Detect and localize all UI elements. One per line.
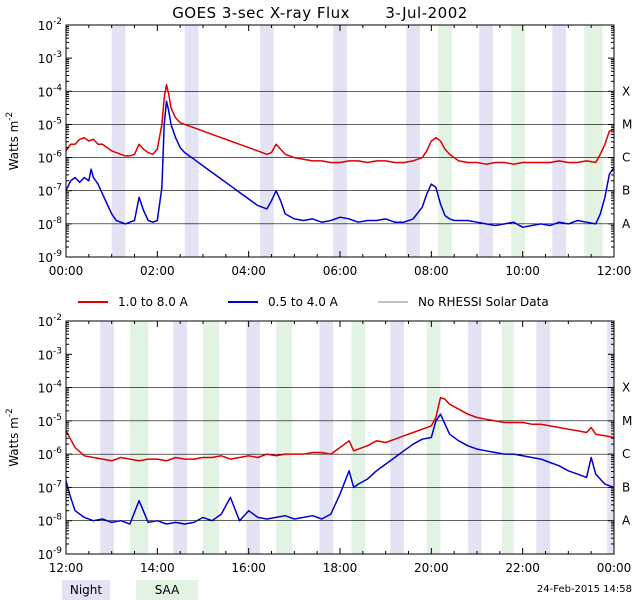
y-tick-label: 10-8 (38, 513, 63, 529)
flare-class-label: A (622, 514, 631, 528)
x-tick-label: 06:00 (323, 264, 358, 278)
saa-band (276, 321, 293, 554)
x-tick-label: 18:00 (323, 561, 358, 575)
night-band (536, 321, 551, 554)
background-legend: Night SAA (62, 580, 198, 600)
flare-class-label: B (622, 480, 630, 494)
x-tick-label: 08:00 (414, 264, 449, 278)
y-tick-label: 10-9 (38, 546, 63, 562)
legend-saa-label: SAA (155, 583, 180, 597)
legend-night-swatch (62, 580, 110, 600)
y-tick-label: 10-4 (38, 380, 63, 396)
night-band (260, 25, 274, 257)
y-tick-label: 10-2 (38, 313, 62, 329)
y-tick-label: 10-9 (38, 249, 63, 265)
legend-night-label: Night (70, 583, 103, 597)
x-tick-label: 04:00 (231, 264, 266, 278)
night-band (479, 25, 493, 257)
legend-short-label: 0.5 to 4.0 A (268, 295, 339, 309)
flare-class-label: M (622, 414, 632, 428)
saa-band (511, 25, 525, 257)
legend-saa-swatch (136, 580, 198, 600)
night-band (184, 25, 199, 257)
flare-class-label: X (622, 84, 630, 98)
x-tick-label: 12:00 (49, 561, 84, 575)
y-tick-label: 10-5 (38, 413, 62, 429)
chart-title-text: GOES 3-sec X-ray Flux (172, 4, 350, 22)
night-band (319, 321, 334, 554)
y-tick-label: 10-4 (38, 83, 63, 99)
y-tick-label: 10-3 (38, 50, 62, 66)
x-tick-label: 02:00 (140, 264, 175, 278)
y-tick-label: 10-7 (38, 183, 62, 199)
night-band (246, 321, 261, 554)
night-band (406, 25, 420, 257)
y-tick-label: 10-7 (38, 479, 62, 495)
night-band (100, 321, 114, 554)
timestamp: 24-Feb-2015 14:58 (537, 584, 632, 595)
y-tick-label: 10-2 (38, 17, 62, 33)
x-tick-label: 12:00 (597, 264, 632, 278)
legend-long-label: 1.0 to 8.0 A (118, 295, 189, 309)
saa-band (438, 25, 452, 257)
night-band (467, 321, 482, 554)
y-tick-label: 10-6 (38, 150, 63, 166)
flare-class-label: M (622, 117, 632, 131)
saa-band (351, 321, 366, 554)
saa-band (426, 321, 441, 554)
x-tick-label: 00:00 (597, 561, 632, 575)
flare-class-label: C (622, 447, 630, 461)
x-tick-label: 16:00 (231, 561, 266, 575)
y-axis-label: Watts m-2 (5, 112, 21, 171)
y-tick-label: 10-5 (38, 116, 62, 132)
panel-morning: A B C M X 10-9 10-8 10-7 10-6 10-5 10-4 10-3 10-2 00:… (5, 17, 632, 278)
night-band (111, 25, 126, 257)
y-tick-label: 10-6 (38, 446, 63, 462)
y-tick-label: 10-3 (38, 346, 62, 362)
night-band (173, 321, 188, 554)
saa-band (203, 321, 219, 554)
chart-title: GOES 3-sec X-ray Flux 3-Jul-2002 (172, 4, 468, 22)
x-tick-label: 22:00 (505, 561, 540, 575)
series-line-long (65, 83, 615, 165)
panel-afternoon: A B C M X 10-9 10-8 10-7 10-6 10-5 10-4 10-3 10-2 12:… (5, 313, 632, 575)
night-band (552, 25, 567, 257)
series-line-short (65, 100, 615, 228)
flare-class-label: X (622, 381, 630, 395)
y-tick-label: 10-8 (38, 216, 63, 232)
flare-class-label: A (622, 217, 631, 231)
x-tick-label: 20:00 (414, 561, 449, 575)
x-tick-label: 10:00 (505, 264, 540, 278)
series-line-short (65, 413, 615, 525)
x-tick-label: 14:00 (140, 561, 175, 575)
flare-class-label: B (622, 184, 630, 198)
flare-class-label: C (622, 151, 630, 165)
series-legend: 1.0 to 8.0 A 0.5 to 4.0 A No RHESSI Sola… (78, 295, 549, 309)
saa-band (129, 321, 149, 554)
saa-band (502, 321, 514, 554)
saa-band (584, 25, 603, 257)
legend-nodata-label: No RHESSI Solar Data (418, 295, 549, 309)
night-band (333, 25, 347, 257)
x-tick-label: 00:00 (49, 264, 84, 278)
chart-date: 3-Jul-2002 (385, 4, 467, 22)
y-axis-label: Watts m-2 (5, 408, 21, 467)
series-line-long (65, 396, 615, 462)
night-band (390, 321, 404, 554)
